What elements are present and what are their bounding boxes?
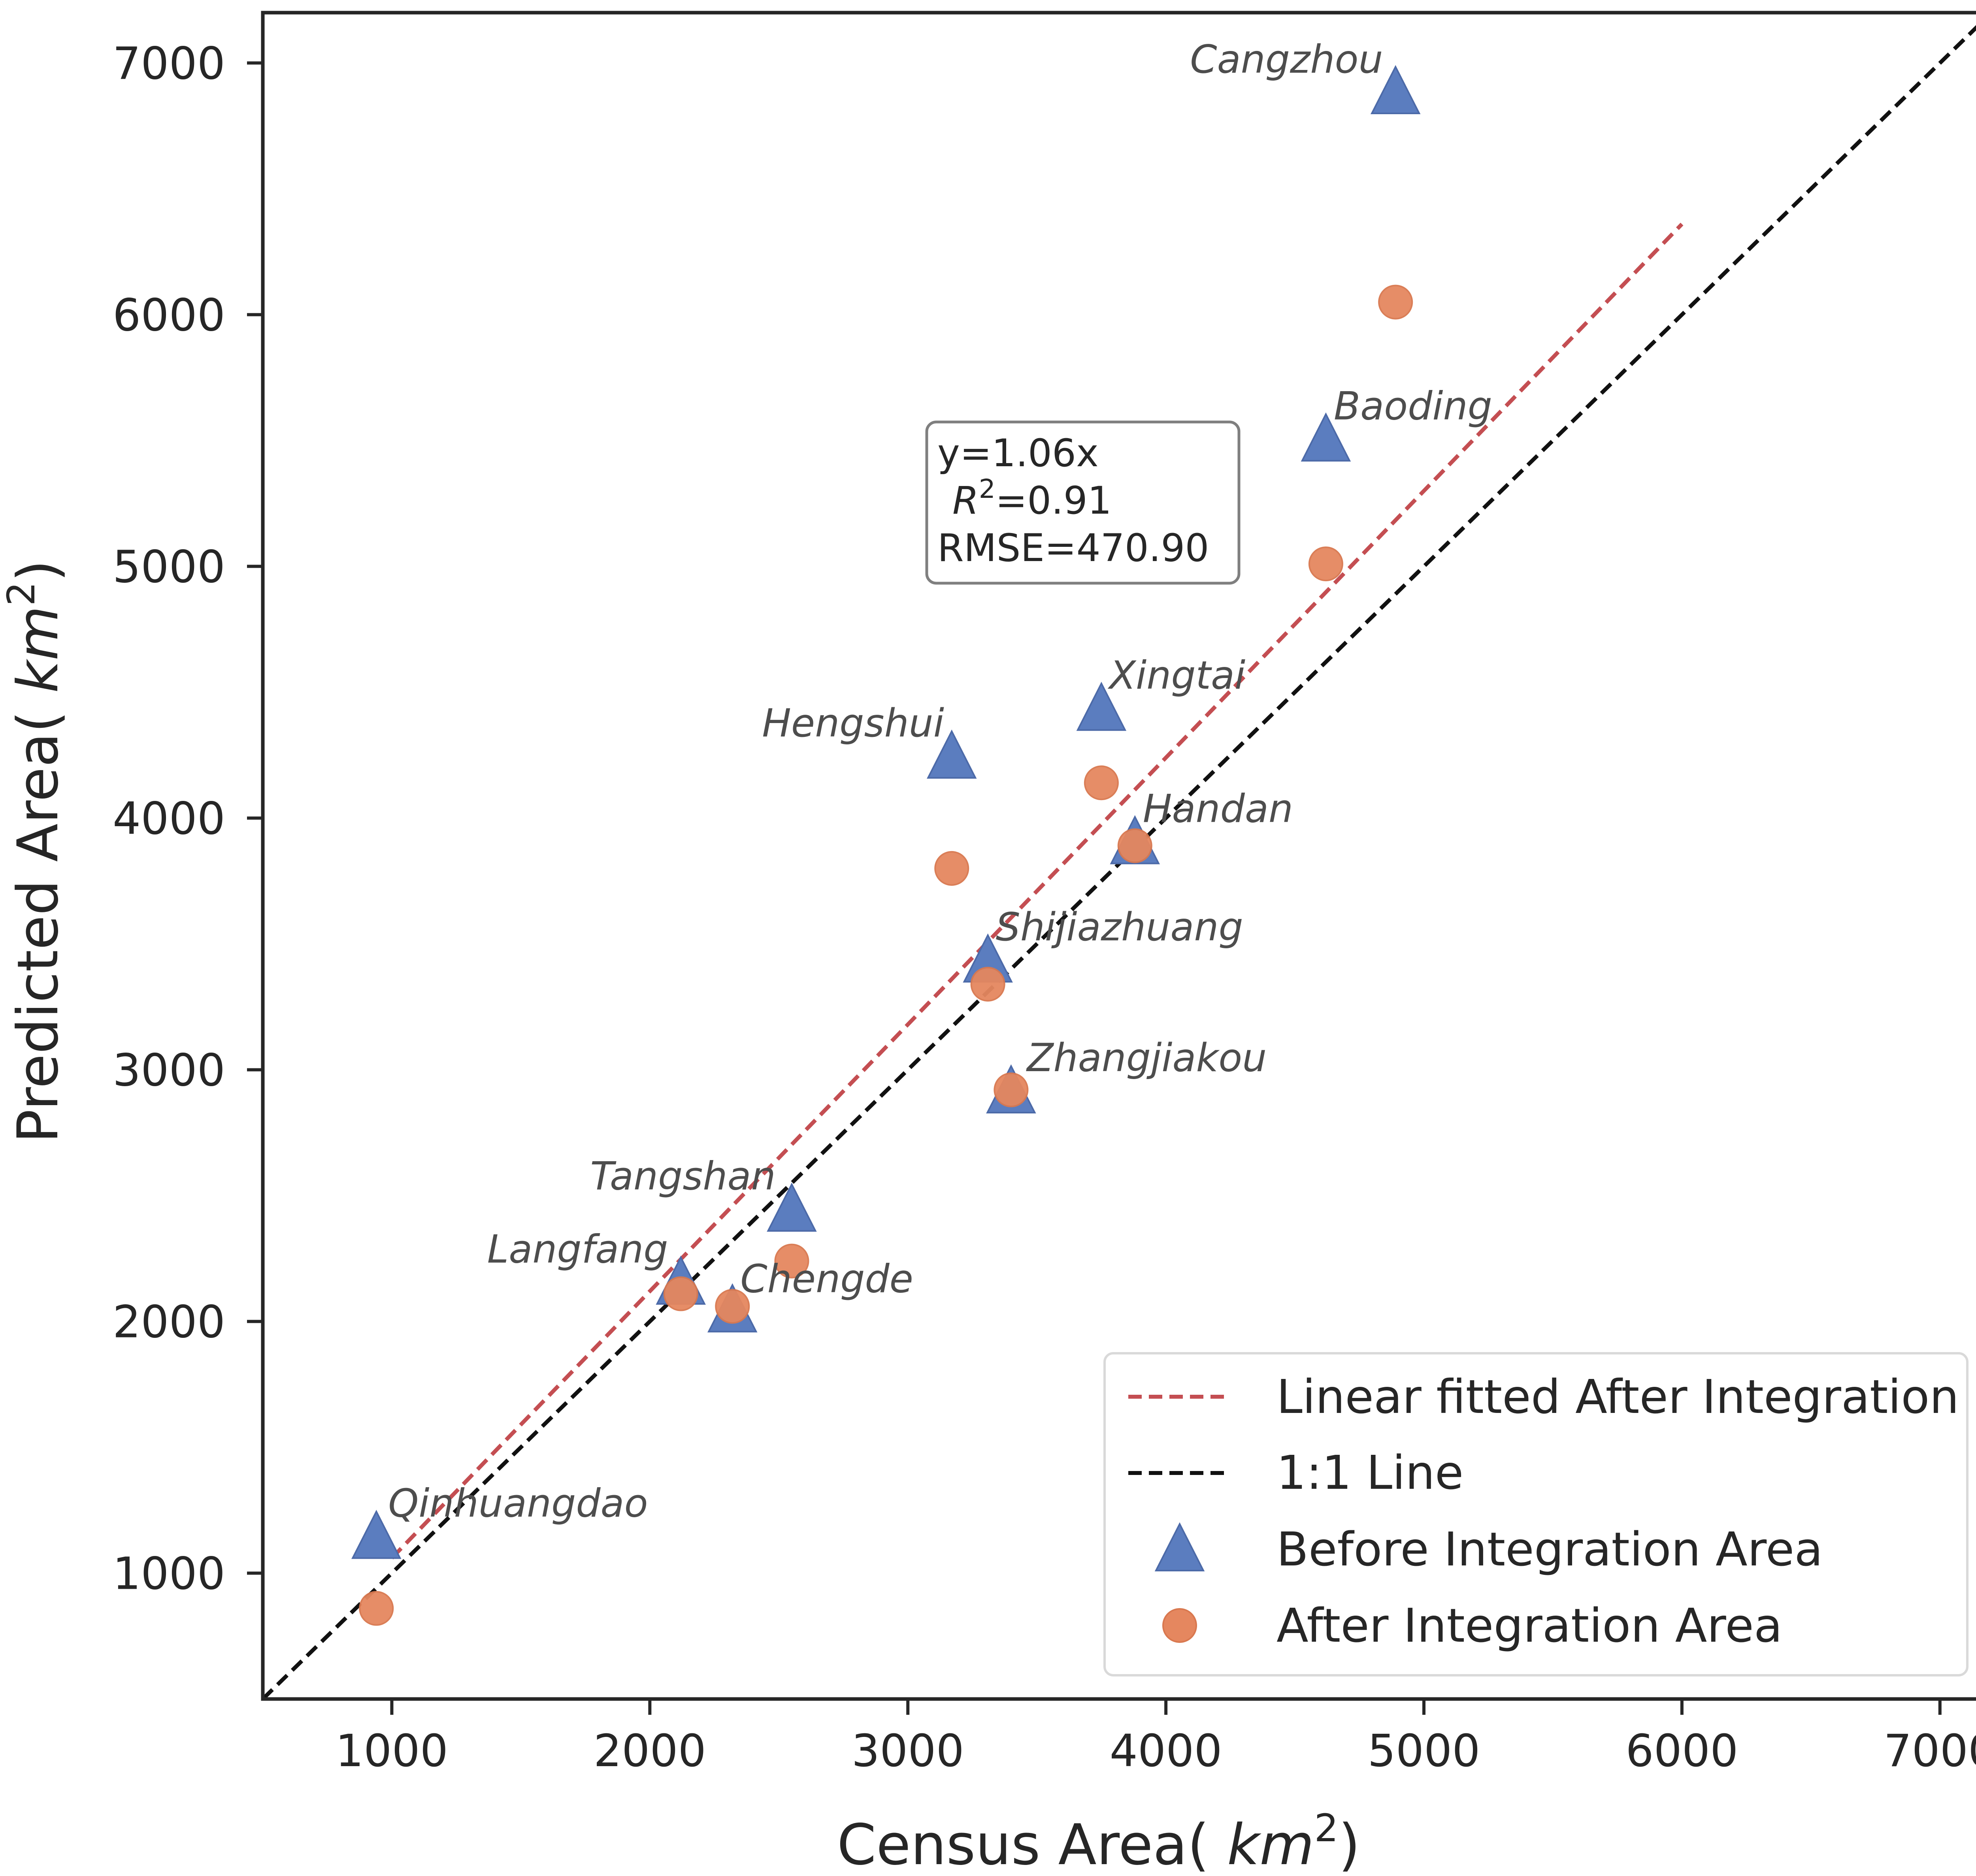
after-circle-point bbox=[1308, 546, 1343, 582]
y-tick-label: 6000 bbox=[113, 290, 225, 341]
x-axis-label: Census Area( km2) bbox=[837, 1806, 1360, 1876]
x-tick-label: 6000 bbox=[1625, 1725, 1738, 1777]
y-axis-label-prefix: Predicted Area( bbox=[6, 693, 71, 1143]
city-label-hengshui: Hengshui bbox=[762, 701, 944, 746]
x-tick-label: 3000 bbox=[852, 1725, 964, 1777]
y-tick-label: 1000 bbox=[113, 1548, 225, 1599]
stats-r-sup: 2 bbox=[979, 474, 996, 504]
city-label-handan: Handan bbox=[1143, 787, 1293, 832]
city-label-cangzhou: Cangzhou bbox=[1190, 37, 1383, 82]
city-label-qinhuangdao: Qinhuangdao bbox=[388, 1481, 648, 1526]
after-circle-point bbox=[715, 1289, 750, 1324]
x-tick-label: 4000 bbox=[1110, 1725, 1222, 1777]
x-tick-label: 2000 bbox=[594, 1725, 706, 1777]
before-triangle-point bbox=[767, 1182, 817, 1232]
y-axis-label-suffix: ) bbox=[6, 560, 71, 582]
after-circle-point bbox=[1084, 765, 1119, 801]
legend-label-one-to-one: 1:1 Line bbox=[1276, 1445, 1463, 1500]
before-triangle-point bbox=[1370, 65, 1421, 115]
before-triangle-point bbox=[351, 1510, 402, 1559]
after-circle-point bbox=[994, 1072, 1029, 1108]
x-axis-label-suffix: ) bbox=[1339, 1812, 1360, 1876]
x-axis-label-sup: 2 bbox=[1314, 1806, 1339, 1850]
y-tick-label: 3000 bbox=[113, 1045, 225, 1096]
legend-frame bbox=[1103, 1352, 1968, 1676]
legend-label-fit-line: Linear fitted After Integration bbox=[1276, 1369, 1959, 1424]
city-label-zhangjiakou: Zhangjiakou bbox=[1026, 1036, 1267, 1081]
y-axis-label-sup: 2 bbox=[0, 582, 43, 606]
city-label-tangshan: Tangshan bbox=[590, 1154, 775, 1199]
plot-frame bbox=[261, 11, 1976, 1701]
city-label-baoding: Baoding bbox=[1334, 384, 1492, 429]
legend: Linear fitted After Integration 1:1 Line… bbox=[1103, 1352, 1968, 1676]
x-tick-label: 7000 bbox=[1884, 1725, 1976, 1777]
x-tick-label: 5000 bbox=[1367, 1725, 1480, 1777]
city-label-chengde: Chengde bbox=[740, 1256, 913, 1302]
y-tick-label: 7000 bbox=[113, 38, 225, 89]
stats-r-value: =0.91 bbox=[996, 478, 1112, 523]
legend-label-after: After Integration Area bbox=[1276, 1598, 1782, 1653]
stats-box: y=1.06x R2=0.91 RMSE=470.90 bbox=[925, 420, 1241, 585]
y-tick-label: 2000 bbox=[113, 1296, 225, 1348]
stats-r-squared: R2=0.91 bbox=[952, 474, 1112, 523]
after-circle-point bbox=[774, 1243, 809, 1279]
y-tick-label: 5000 bbox=[113, 541, 225, 593]
city-label-langfang: Langfang bbox=[487, 1227, 668, 1272]
after-circle-point bbox=[663, 1276, 698, 1311]
y-tick-label: 4000 bbox=[113, 793, 225, 844]
stats-r-symbol: R bbox=[952, 478, 979, 523]
data-markers bbox=[351, 65, 1421, 1626]
y-axis-label: Predicted Area( km2) bbox=[0, 560, 71, 1143]
x-axis-label-prefix: Census Area( bbox=[837, 1812, 1227, 1876]
before-triangle-point bbox=[1076, 682, 1127, 731]
stats-rmse: RMSE=470.90 bbox=[937, 526, 1209, 570]
x-tick-label: 1000 bbox=[336, 1725, 448, 1777]
before-triangle-point bbox=[1301, 412, 1351, 462]
x-axis-label-unit: km bbox=[1227, 1812, 1314, 1876]
before-triangle-point bbox=[926, 729, 977, 779]
legend-circle-swatch bbox=[1162, 1608, 1197, 1643]
after-circle-point bbox=[1117, 828, 1152, 863]
after-circle-point bbox=[934, 851, 969, 886]
stats-equation: y=1.06x bbox=[937, 431, 1099, 475]
stats-box-frame bbox=[925, 420, 1241, 585]
city-labels: Cangzhou Baoding Xingtai Hengshui Handan Shij… bbox=[388, 37, 1492, 1526]
legend-triangle-swatch bbox=[1154, 1522, 1205, 1571]
after-circle-point bbox=[359, 1591, 394, 1626]
city-label-shijiazhuang: Shijiazhuang bbox=[996, 905, 1243, 950]
legend-label-before: Before Integration Area bbox=[1276, 1522, 1823, 1577]
y-axis-label-unit: km bbox=[6, 606, 71, 693]
city-label-xingtai: Xingtai bbox=[1107, 653, 1245, 698]
axis-ticks: 1000 2000 3000 4000 5000 6000 7000 1000 2000 3000… bbox=[113, 38, 1976, 1777]
after-circle-point bbox=[970, 966, 1005, 1002]
after-circle-point bbox=[1378, 284, 1413, 320]
linear-fit-line bbox=[390, 222, 1684, 1560]
